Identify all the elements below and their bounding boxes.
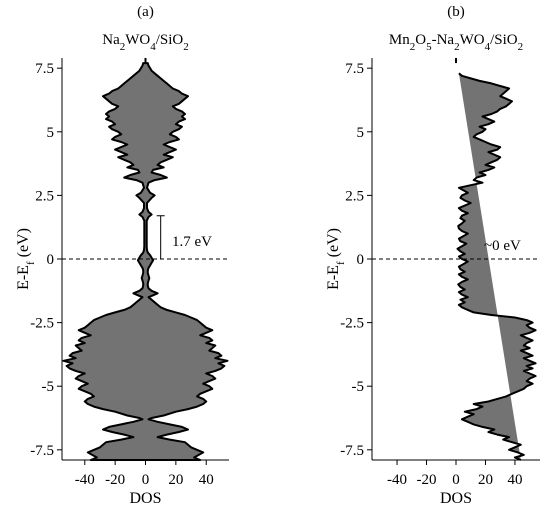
y-tick-label: 5 bbox=[357, 125, 365, 141]
panel-a: -7.5 -5 -2.5 0 2.5 5 7.5 -40 -20 0 20 40 DOS E-Ef (eV… bbox=[15, 4, 229, 507]
panel-tag: (b) bbox=[447, 4, 465, 20]
y-tick-label: 2.5 bbox=[35, 188, 54, 204]
y-tick-label: 7.5 bbox=[345, 61, 364, 77]
y-axis-label: E-Ef (eV) bbox=[15, 228, 37, 290]
y-tick-label: 0 bbox=[47, 252, 55, 268]
panel-b: -7.5 -5 -2.5 0 2.5 5 7.5 -40 -20 0 20 40 DOS E-Ef (eV… bbox=[325, 4, 540, 507]
panel-title: Mn2O5-Na2WO4/SiO2 bbox=[389, 32, 523, 53]
x-tick-label: 20 bbox=[168, 472, 183, 488]
x-axis-label: DOS bbox=[129, 490, 161, 507]
x-tick-label: 0 bbox=[452, 472, 460, 488]
y-tick-label: -2.5 bbox=[30, 316, 54, 332]
band-gap-label: ~0 eV bbox=[484, 238, 521, 254]
y-tick-label: 5 bbox=[47, 125, 55, 141]
y-tick-label: -5 bbox=[352, 379, 365, 395]
y-tick-label: 2.5 bbox=[345, 188, 364, 204]
y-tick-label: 7.5 bbox=[35, 61, 54, 77]
x-axis-label: DOS bbox=[440, 490, 472, 507]
y-tick-label: -5 bbox=[42, 379, 55, 395]
y-tick-label: -2.5 bbox=[340, 316, 364, 332]
band-gap-label: 1.7 eV bbox=[172, 234, 212, 250]
y-axis-label: E-Ef (eV) bbox=[325, 228, 347, 290]
x-tick-label: 40 bbox=[199, 472, 214, 488]
dos-area bbox=[456, 72, 537, 461]
x-tick-label: -40 bbox=[75, 472, 95, 488]
y-tick-label: 0 bbox=[357, 252, 365, 268]
x-tick-label: -20 bbox=[417, 472, 437, 488]
x-tick-label: -20 bbox=[105, 472, 125, 488]
x-tick-label: 20 bbox=[478, 472, 493, 488]
dos-area bbox=[62, 62, 229, 461]
x-tick-label: -40 bbox=[387, 472, 407, 488]
y-tick-label: -7.5 bbox=[30, 443, 54, 459]
panel-title: Na2WO4/SiO2 bbox=[102, 32, 189, 53]
x-tick-label: 40 bbox=[507, 472, 522, 488]
y-tick-label: -7.5 bbox=[340, 443, 364, 459]
panel-tag: (a) bbox=[137, 4, 154, 20]
x-tick-label: 0 bbox=[142, 472, 150, 488]
